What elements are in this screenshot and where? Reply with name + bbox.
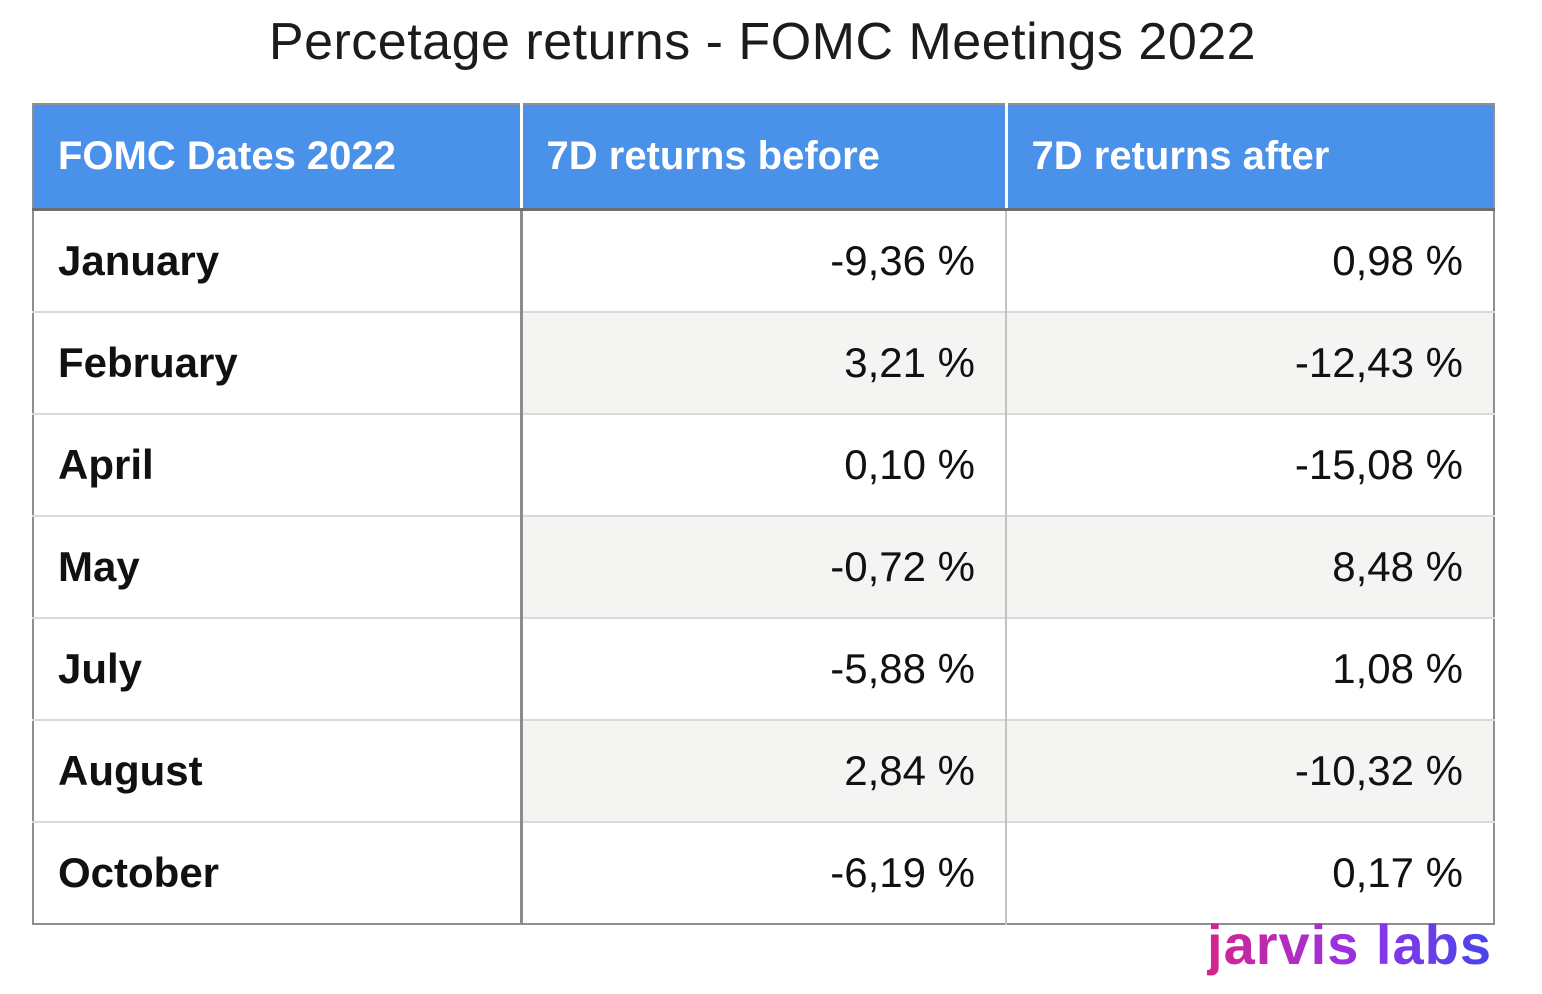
- page-title: Percetage returns - FOMC Meetings 2022: [268, 13, 1257, 71]
- month-cell: July: [33, 617, 523, 720]
- before-cell: 2,84 %: [521, 719, 1007, 822]
- jarvis-labs-logo: jarvis labs: [1207, 913, 1492, 976]
- table-row: April 0,10 % -15,08 %: [33, 413, 1494, 516]
- before-cell: -5,88 %: [521, 617, 1007, 720]
- column-header-returns-after: 7D returns after: [1004, 104, 1494, 211]
- column-header-fomc-dates: FOMC Dates 2022: [33, 104, 521, 211]
- table-header-row: FOMC Dates 2022 7D returns before 7D ret…: [33, 104, 1494, 211]
- month-cell: May: [33, 515, 523, 618]
- table-row: January -9,36 % 0,98 %: [33, 209, 1494, 312]
- fomc-returns-table: FOMC Dates 2022 7D returns before 7D ret…: [32, 103, 1495, 925]
- after-cell: 1,08 %: [1006, 617, 1494, 720]
- month-cell: January: [33, 209, 523, 312]
- before-cell: -0,72 %: [521, 515, 1007, 618]
- table-row: July -5,88 % 1,08 %: [33, 617, 1494, 720]
- before-cell: -6,19 %: [521, 821, 1007, 924]
- after-cell: -12,43 %: [1006, 311, 1494, 414]
- after-cell: 0,98 %: [1006, 209, 1494, 312]
- after-cell: 0,17 %: [1006, 821, 1494, 924]
- before-cell: -9,36 %: [521, 209, 1007, 312]
- table-row: February 3,21 % -12,43 %: [33, 311, 1494, 414]
- after-cell: 8,48 %: [1006, 515, 1494, 618]
- after-cell: -10,32 %: [1006, 719, 1494, 822]
- month-cell: April: [33, 413, 523, 516]
- column-header-returns-before: 7D returns before: [519, 104, 1006, 211]
- before-cell: 3,21 %: [521, 311, 1007, 414]
- month-cell: October: [33, 821, 523, 924]
- table-row: May -0,72 % 8,48 %: [33, 515, 1494, 618]
- month-cell: August: [33, 719, 523, 822]
- after-cell: -15,08 %: [1006, 413, 1494, 516]
- table-row: August 2,84 % -10,32 %: [33, 719, 1494, 822]
- before-cell: 0,10 %: [521, 413, 1007, 516]
- table-row: October -6,19 % 0,17 %: [33, 821, 1494, 924]
- month-cell: February: [33, 311, 523, 414]
